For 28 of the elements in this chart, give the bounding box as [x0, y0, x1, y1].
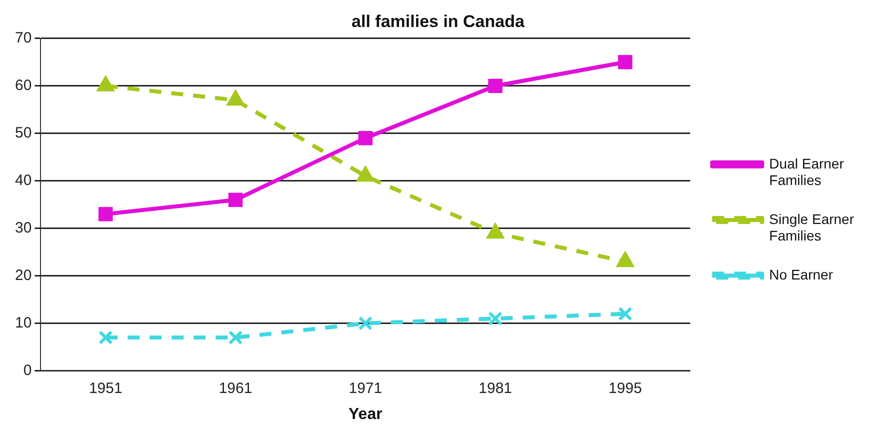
y-tick-label: 0 — [23, 362, 32, 379]
point — [358, 316, 373, 330]
point — [488, 78, 502, 94]
y-tick-label: 20 — [14, 266, 32, 284]
y-tick-label: 50 — [14, 124, 32, 142]
y-tick-label: 60 — [14, 77, 32, 94]
point — [358, 130, 373, 146]
point — [618, 54, 632, 70]
legend-label: Dual Earner Families — [769, 155, 844, 188]
chart-title: all families in Canada — [352, 12, 525, 31]
y-tick-label: 70 — [14, 30, 32, 47]
point — [228, 192, 243, 208]
y-tick-label: 40 — [14, 172, 32, 189]
x-axis-title: Year — [348, 406, 382, 423]
point — [228, 330, 243, 345]
point — [488, 311, 502, 326]
x-tick-label: 1981 — [478, 380, 512, 397]
y-tick-label: 30 — [14, 219, 32, 236]
y-tick-label: 10 — [14, 314, 32, 332]
x-tick-label: 1961 — [218, 380, 252, 397]
point — [618, 306, 632, 321]
x-tick-label: 1971 — [348, 380, 382, 397]
x-tick-label: 1951 — [88, 380, 122, 397]
x-tick-label: 1995 — [608, 380, 642, 397]
legend-label: Single Earner Families — [769, 210, 854, 244]
legend-label: No Earner — [769, 266, 834, 282]
point — [98, 330, 113, 345]
point — [98, 206, 113, 222]
